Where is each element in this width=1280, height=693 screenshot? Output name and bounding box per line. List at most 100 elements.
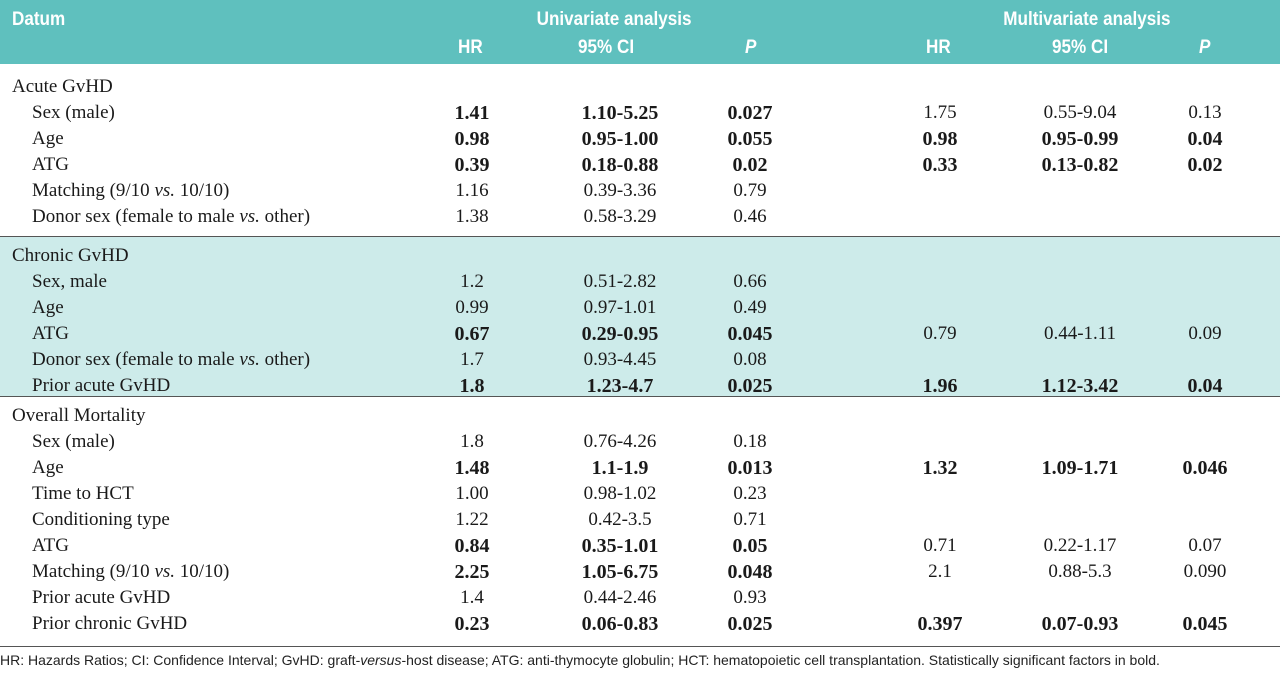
header-uni-ci: 95% CI bbox=[578, 37, 635, 58]
table-row: ATG 0.39 0.18-0.88 0.02 0.33 0.13-0.82 0.02 bbox=[0, 152, 1280, 178]
row-label: Time to HCT bbox=[32, 483, 134, 504]
table-row: Donor sex (female to male vs. other) 1.7 0… bbox=[0, 347, 1280, 373]
uni-hr-cell: 0.98 bbox=[454, 128, 490, 150]
uni-hr-cell: 1.4 bbox=[460, 587, 484, 608]
uni-ci-cell: 1.05-6.75 bbox=[581, 561, 659, 583]
row-label: Age bbox=[32, 128, 64, 149]
footnote-part-1: HR: Hazards Ratios; CI: Confidence Inter… bbox=[0, 652, 361, 668]
uni-hr-cell: 0.67 bbox=[454, 323, 490, 345]
uni-ci-cell: 0.29-0.95 bbox=[581, 323, 659, 345]
multi-ci-cell: 0.44-1.11 bbox=[1043, 323, 1117, 344]
table-row: Age 1.48 1.1-1.9 0.013 1.32 1.09-1.71 0.046 bbox=[0, 455, 1280, 481]
row-label-part: vs. bbox=[239, 206, 260, 227]
section-title-row: Overall Mortality bbox=[0, 403, 1280, 429]
row-label-part: Matching (9/10 bbox=[32, 561, 155, 582]
row-label: Sex (male) bbox=[32, 431, 115, 452]
table-row: ATG 0.67 0.29-0.95 0.045 0.79 0.44-1.11 0.09 bbox=[0, 321, 1280, 347]
table-row: Sex, male 1.2 0.51-2.82 0.66 bbox=[0, 269, 1280, 295]
table-row: ATG 0.84 0.35-1.01 0.05 0.71 0.22-1.17 0.07 bbox=[0, 533, 1280, 559]
row-label-part: 10/10) bbox=[175, 180, 230, 201]
uni-p-cell: 0.045 bbox=[727, 323, 773, 345]
row-label: Matching (9/10 vs. 10/10) bbox=[32, 561, 229, 583]
uni-hr-cell: 1.2 bbox=[460, 271, 484, 292]
multi-ci-cell: 1.12-3.42 bbox=[1041, 375, 1119, 397]
row-label: Prior acute GvHD bbox=[32, 375, 171, 396]
uni-ci-cell: 0.42-3.5 bbox=[588, 509, 652, 530]
uni-ci-cell: 0.06-0.83 bbox=[581, 613, 659, 635]
table-row: Prior chronic GvHD 0.23 0.06-0.83 0.025 0.39… bbox=[0, 611, 1280, 637]
uni-hr-cell: 0.99 bbox=[455, 297, 489, 318]
multi-hr-cell: 0.33 bbox=[922, 154, 958, 176]
table-row: Conditioning type 1.22 0.42-3.5 0.71 bbox=[0, 507, 1280, 533]
footnote-part-2: versus bbox=[360, 652, 402, 668]
uni-hr-cell: 1.8 bbox=[460, 431, 484, 452]
table-row: Sex (male) 1.41 1.10-5.25 0.027 1.75 0.55-9.0… bbox=[0, 100, 1280, 126]
table-header: Datum Univariate analysis Multivariate a… bbox=[0, 0, 1280, 64]
row-label: Donor sex (female to male vs. other) bbox=[32, 206, 310, 228]
table-row: Prior acute GvHD 1.8 1.23-4.7 0.025 1.96 1.12… bbox=[0, 373, 1280, 399]
multi-p-cell: 0.045 bbox=[1182, 613, 1228, 635]
uni-hr-cell: 1.00 bbox=[455, 483, 489, 504]
uni-ci-cell: 0.51-2.82 bbox=[583, 271, 657, 292]
uni-p-cell: 0.055 bbox=[727, 128, 773, 150]
row-label: Sex, male bbox=[32, 271, 107, 292]
header-multi-hr: HR bbox=[926, 37, 951, 58]
table-row: Matching (9/10 vs. 10/10) 2.25 1.05-6.75 0.… bbox=[0, 559, 1280, 585]
row-label-part: vs. bbox=[154, 180, 176, 201]
uni-hr-cell: 0.23 bbox=[454, 613, 490, 635]
multi-ci-cell: 0.55-9.04 bbox=[1043, 102, 1117, 123]
multi-hr-cell: 1.96 bbox=[922, 375, 958, 397]
multi-p-cell: 0.090 bbox=[1183, 561, 1227, 582]
uni-hr-cell: 1.22 bbox=[455, 509, 489, 530]
uni-ci-cell: 0.58-3.29 bbox=[583, 206, 657, 227]
header-uni-hr: HR bbox=[458, 37, 483, 58]
uni-ci-cell: 0.18-0.88 bbox=[581, 154, 659, 176]
multi-ci-cell: 1.09-1.71 bbox=[1041, 457, 1119, 479]
section-title: Chronic GvHD bbox=[12, 245, 129, 266]
uni-hr-cell: 0.39 bbox=[454, 154, 490, 176]
uni-hr-cell: 1.41 bbox=[454, 102, 490, 124]
row-label-part: vs. bbox=[239, 349, 260, 370]
uni-ci-cell: 0.44-2.46 bbox=[583, 587, 657, 608]
multi-hr-cell: 0.98 bbox=[922, 128, 958, 150]
row-label-part: vs. bbox=[154, 561, 176, 582]
uni-hr-cell: 1.48 bbox=[454, 457, 490, 479]
header-uni-p: P bbox=[745, 37, 757, 58]
row-label: Sex (male) bbox=[32, 102, 115, 123]
section-title-row: Chronic GvHD bbox=[0, 243, 1280, 269]
uni-p-cell: 0.025 bbox=[727, 613, 773, 635]
table-row: Sex (male) 1.8 0.76-4.26 0.18 bbox=[0, 429, 1280, 455]
uni-p-cell: 0.23 bbox=[733, 483, 767, 504]
section-acute-gvhd: Acute GvHD Sex (male) 1.41 1.10-5.25 0.027 1.… bbox=[0, 64, 1280, 236]
row-label-part: Donor sex (female to male bbox=[32, 206, 240, 227]
section-title: Acute GvHD bbox=[12, 76, 113, 97]
multi-ci-cell: 0.22-1.17 bbox=[1043, 535, 1117, 556]
uni-ci-cell: 1.23-4.7 bbox=[586, 375, 654, 397]
header-datum: Datum bbox=[12, 9, 66, 30]
table-row: Matching (9/10 vs. 10/10) 1.16 0.39-3.36 0.… bbox=[0, 178, 1280, 204]
multi-p-cell: 0.02 bbox=[1187, 154, 1223, 176]
multi-p-cell: 0.09 bbox=[1188, 323, 1222, 344]
multi-p-cell: 0.04 bbox=[1187, 128, 1223, 150]
footnote-part-3: -host disease; ATG: anti-thymocyte globu… bbox=[401, 652, 1160, 668]
uni-p-cell: 0.025 bbox=[727, 375, 773, 397]
uni-ci-cell: 0.35-1.01 bbox=[581, 535, 659, 557]
section-overall-mortality: Overall Mortality Sex (male) 1.8 0.76-4.26 0… bbox=[0, 396, 1280, 647]
multi-ci-cell: 0.95-0.99 bbox=[1041, 128, 1119, 150]
row-label: ATG bbox=[32, 323, 69, 344]
row-label: Prior chronic GvHD bbox=[32, 613, 188, 634]
uni-p-cell: 0.02 bbox=[732, 154, 768, 176]
multi-ci-cell: 0.13-0.82 bbox=[1041, 154, 1119, 176]
multi-hr-cell: 1.75 bbox=[923, 102, 957, 123]
table-row: Time to HCT 1.00 0.98-1.02 0.23 bbox=[0, 481, 1280, 507]
uni-p-cell: 0.027 bbox=[727, 102, 773, 124]
multi-hr-cell: 0.79 bbox=[923, 323, 957, 344]
uni-p-cell: 0.013 bbox=[727, 457, 773, 479]
uni-p-cell: 0.93 bbox=[733, 587, 767, 608]
table-row: Age 0.99 0.97-1.01 0.49 bbox=[0, 295, 1280, 321]
row-label-part: other) bbox=[259, 349, 311, 370]
uni-ci-cell: 0.95-1.00 bbox=[581, 128, 659, 150]
table-row: Donor sex (female to male vs. other) 1.38… bbox=[0, 204, 1280, 230]
row-label-part: other) bbox=[259, 206, 311, 227]
header-multivariate: Multivariate analysis bbox=[1003, 9, 1171, 30]
